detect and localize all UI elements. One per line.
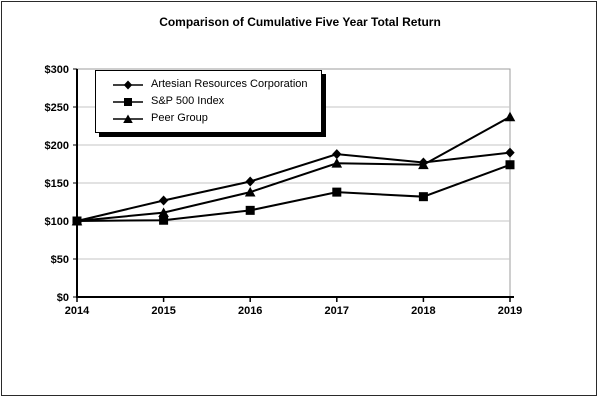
y-axis-tick-label: $300 — [45, 64, 69, 76]
data-point-square — [505, 160, 515, 170]
data-point-diamond — [158, 195, 169, 206]
data-point-square — [332, 187, 342, 197]
triangle-marker-icon — [113, 114, 143, 123]
x-axis-tick-label: 2016 — [238, 305, 262, 317]
y-axis-tick-label: $50 — [51, 254, 69, 266]
y-axis-tick-label: $150 — [45, 178, 69, 190]
y-axis-tick-label: $250 — [45, 102, 69, 114]
data-point-square — [245, 205, 255, 215]
y-axis-tick-label: $200 — [45, 140, 69, 152]
square-marker-icon — [113, 97, 143, 106]
series-line-0 — [76, 151, 511, 222]
x-axis-tick-label: 2014 — [65, 305, 90, 317]
legend-label-sp500: S&P 500 Index — [151, 95, 225, 107]
data-point-triangle — [418, 159, 429, 170]
data-point-diamond — [505, 147, 515, 158]
x-axis-tick-label: 2018 — [411, 305, 435, 317]
x-axis-tick-label: 2017 — [325, 305, 349, 317]
legend-item-artesian: Artesian Resources Corporation — [113, 79, 317, 90]
series-line-2 — [76, 116, 511, 222]
data-point-diamond — [245, 176, 255, 187]
legend-label-artesian: Artesian Resources Corporation — [151, 78, 308, 90]
legend: Artesian Resources Corporation S&P 500 I… — [95, 70, 322, 133]
diamond-marker-icon — [113, 80, 143, 89]
legend-item-sp500: S&P 500 Index — [113, 96, 317, 107]
data-point-triangle — [244, 186, 256, 197]
figure-border — [1, 1, 597, 396]
data-point-triangle — [504, 111, 516, 122]
data-point-triangle — [158, 207, 169, 218]
data-point-square — [159, 215, 169, 225]
x-axis-tick-label: 2019 — [498, 305, 522, 317]
legend-label-peer-group: Peer Group — [151, 112, 208, 124]
series-line-1 — [76, 163, 511, 222]
data-point-triangle — [331, 158, 343, 168]
y-axis-tick-label: $100 — [45, 216, 69, 228]
data-point-diamond — [332, 149, 342, 160]
legend-item-peer-group: Peer Group — [113, 113, 317, 124]
y-axis-tick-label: $0 — [57, 292, 69, 304]
chart-title: Comparison of Cumulative Five Year Total… — [159, 15, 441, 29]
data-point-triangle — [71, 215, 83, 226]
x-axis-tick-label: 2015 — [151, 305, 175, 317]
data-point-square — [418, 192, 428, 202]
